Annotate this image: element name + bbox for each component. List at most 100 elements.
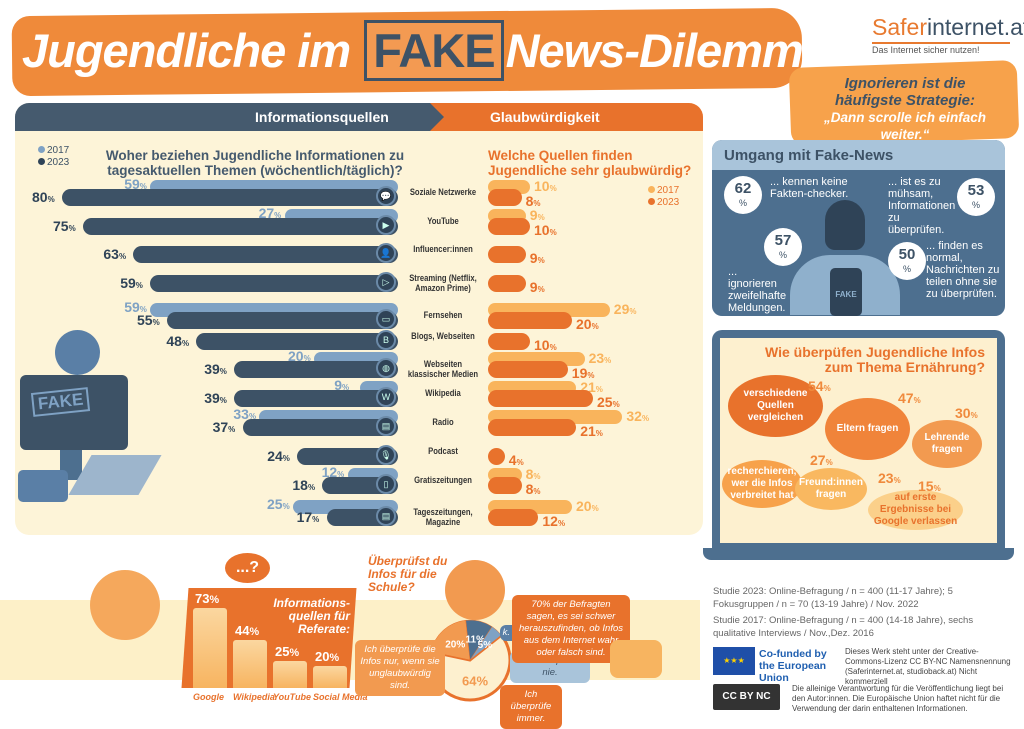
pie-label: 11% [466, 635, 486, 646]
referate-bar [193, 607, 227, 688]
pct-value: 8 [525, 481, 534, 497]
monitor-illustration [20, 375, 128, 450]
pct-unit: % [591, 504, 599, 513]
value-2017: 12% [322, 464, 345, 480]
cred-value-2023: 25% [597, 394, 620, 410]
pct-unit: % [587, 371, 595, 380]
value-2023: 39% [204, 390, 227, 406]
value-2017: 9% [334, 377, 349, 393]
stat-value: 62 [734, 180, 752, 197]
cred-bar-2023 [488, 477, 522, 494]
value-2017: 27% [259, 205, 282, 221]
pct-value: 27 [258, 205, 275, 221]
study-2023: Studie 2023: Online-Befragung / n = 400 … [713, 586, 953, 610]
cred-bar-2023 [488, 390, 593, 407]
cred-value-2017: 29% [614, 301, 637, 317]
pct-unit: % [933, 484, 941, 493]
pct-value: 23 [588, 350, 605, 366]
pct-value: 54 [808, 378, 824, 394]
source-label: Fernsehen [423, 310, 463, 320]
referate-bar [233, 639, 267, 688]
value-2023: 80% [32, 189, 55, 205]
pct-unit: % [516, 458, 524, 467]
pct-unit: % [152, 318, 160, 327]
nutrition-question: Wie überpüfen Jugendliche Infos zum Them… [764, 344, 985, 375]
pct-unit: % [47, 195, 55, 204]
pct-unit: % [893, 476, 901, 485]
pct-unit: % [533, 487, 541, 496]
pct-value: 32 [626, 408, 642, 424]
stat-circle: 57% [764, 228, 802, 266]
pie-label: 64% [462, 673, 488, 688]
pie-label: 20% [445, 640, 465, 651]
value-2017: 59% [124, 176, 147, 192]
legend-2017: 2017 [648, 185, 679, 197]
legend-2023: 2023 [648, 197, 679, 209]
pct-unit: % [68, 224, 76, 233]
logo-part: internet.at [926, 14, 1024, 40]
cred-value-2023: 10% [534, 222, 557, 238]
source-label: Tageszeitungen, Magazine [413, 507, 473, 527]
bar-2023 [297, 448, 398, 465]
cred-bar-2023 [488, 312, 572, 329]
referate-label: Google [193, 692, 224, 702]
bar-2023 [150, 275, 398, 292]
pct-value: 12 [542, 513, 558, 529]
pct-unit: % [219, 367, 227, 376]
source-label: Gratiszeitungen [414, 475, 472, 485]
pct-unit: % [537, 213, 545, 222]
source-label: Streaming (Netflix, Amazon Prime) [409, 273, 477, 293]
source-label: Soziale Netzwerke [409, 187, 477, 197]
source-icon: B [376, 330, 396, 350]
pct-unit: % [595, 429, 603, 438]
value-2017: 33% [233, 406, 256, 422]
cred-bar-2023 [488, 419, 577, 436]
stat-unit: % [971, 200, 980, 210]
source-label: Podcast [428, 446, 458, 456]
nutrition-bubble: Lehrende fragen [912, 420, 982, 468]
legend-right: 2017 2023 [648, 185, 679, 209]
pct-unit: % [289, 646, 300, 659]
legend-label: 2017 [47, 145, 70, 156]
value-2023: 39% [204, 361, 227, 377]
stat-circle: 62% [724, 176, 762, 214]
girl-illustration [90, 570, 160, 640]
nutrition-bubble: recherchieren, wer die Infos verbreitet … [722, 460, 802, 508]
legend-label: 2023 [657, 197, 680, 208]
pct-unit: % [533, 199, 541, 208]
value-2023: 75% [53, 218, 76, 234]
referate-label: Social Media [313, 692, 368, 702]
nutrition-pct: 27% [810, 452, 833, 468]
pct-unit: % [248, 412, 257, 421]
bar-2023 [234, 390, 398, 407]
pct-unit: % [303, 354, 311, 363]
pct-value: 15 [918, 478, 934, 494]
pct-value: 10 [534, 337, 550, 353]
referate-pct: 25% [275, 644, 299, 659]
pct-value: 20 [288, 348, 304, 364]
pct-unit: % [312, 515, 320, 524]
cc-license-icon[interactable]: CC BY NC [713, 684, 780, 710]
cred-value-2023: 9% [530, 250, 545, 266]
laptop-base [703, 548, 1014, 560]
cred-value-2023: 20% [576, 316, 599, 332]
boy-illustration [445, 560, 505, 620]
cred-value-2023: 9% [530, 279, 545, 295]
pct-value: 9 [334, 377, 342, 393]
referate-bar [273, 660, 307, 688]
pct-unit: % [139, 182, 147, 191]
question-bubble: ...? [225, 553, 270, 583]
stat-text: ... kennen keine Fakten-checker. [770, 176, 849, 200]
license-text: Dieses Werk steht unter der Creative-Com… [845, 647, 1011, 686]
pct-value: 24 [267, 448, 283, 464]
pct-value: 20 [576, 498, 592, 514]
legend-dot [38, 146, 45, 153]
referate-pct: 20% [315, 649, 339, 664]
cred-value-2023: 10% [534, 337, 557, 353]
saferinternet-logo[interactable]: Saferinternet.at [872, 14, 1024, 41]
pct-value: 23 [878, 470, 894, 486]
pct-value: 21 [580, 423, 596, 439]
source-icon: ▭ [376, 309, 396, 329]
credibility-question: Welche Quellen finden Jugendliche sehr g… [488, 148, 692, 178]
radio-illustration-2 [610, 640, 662, 678]
